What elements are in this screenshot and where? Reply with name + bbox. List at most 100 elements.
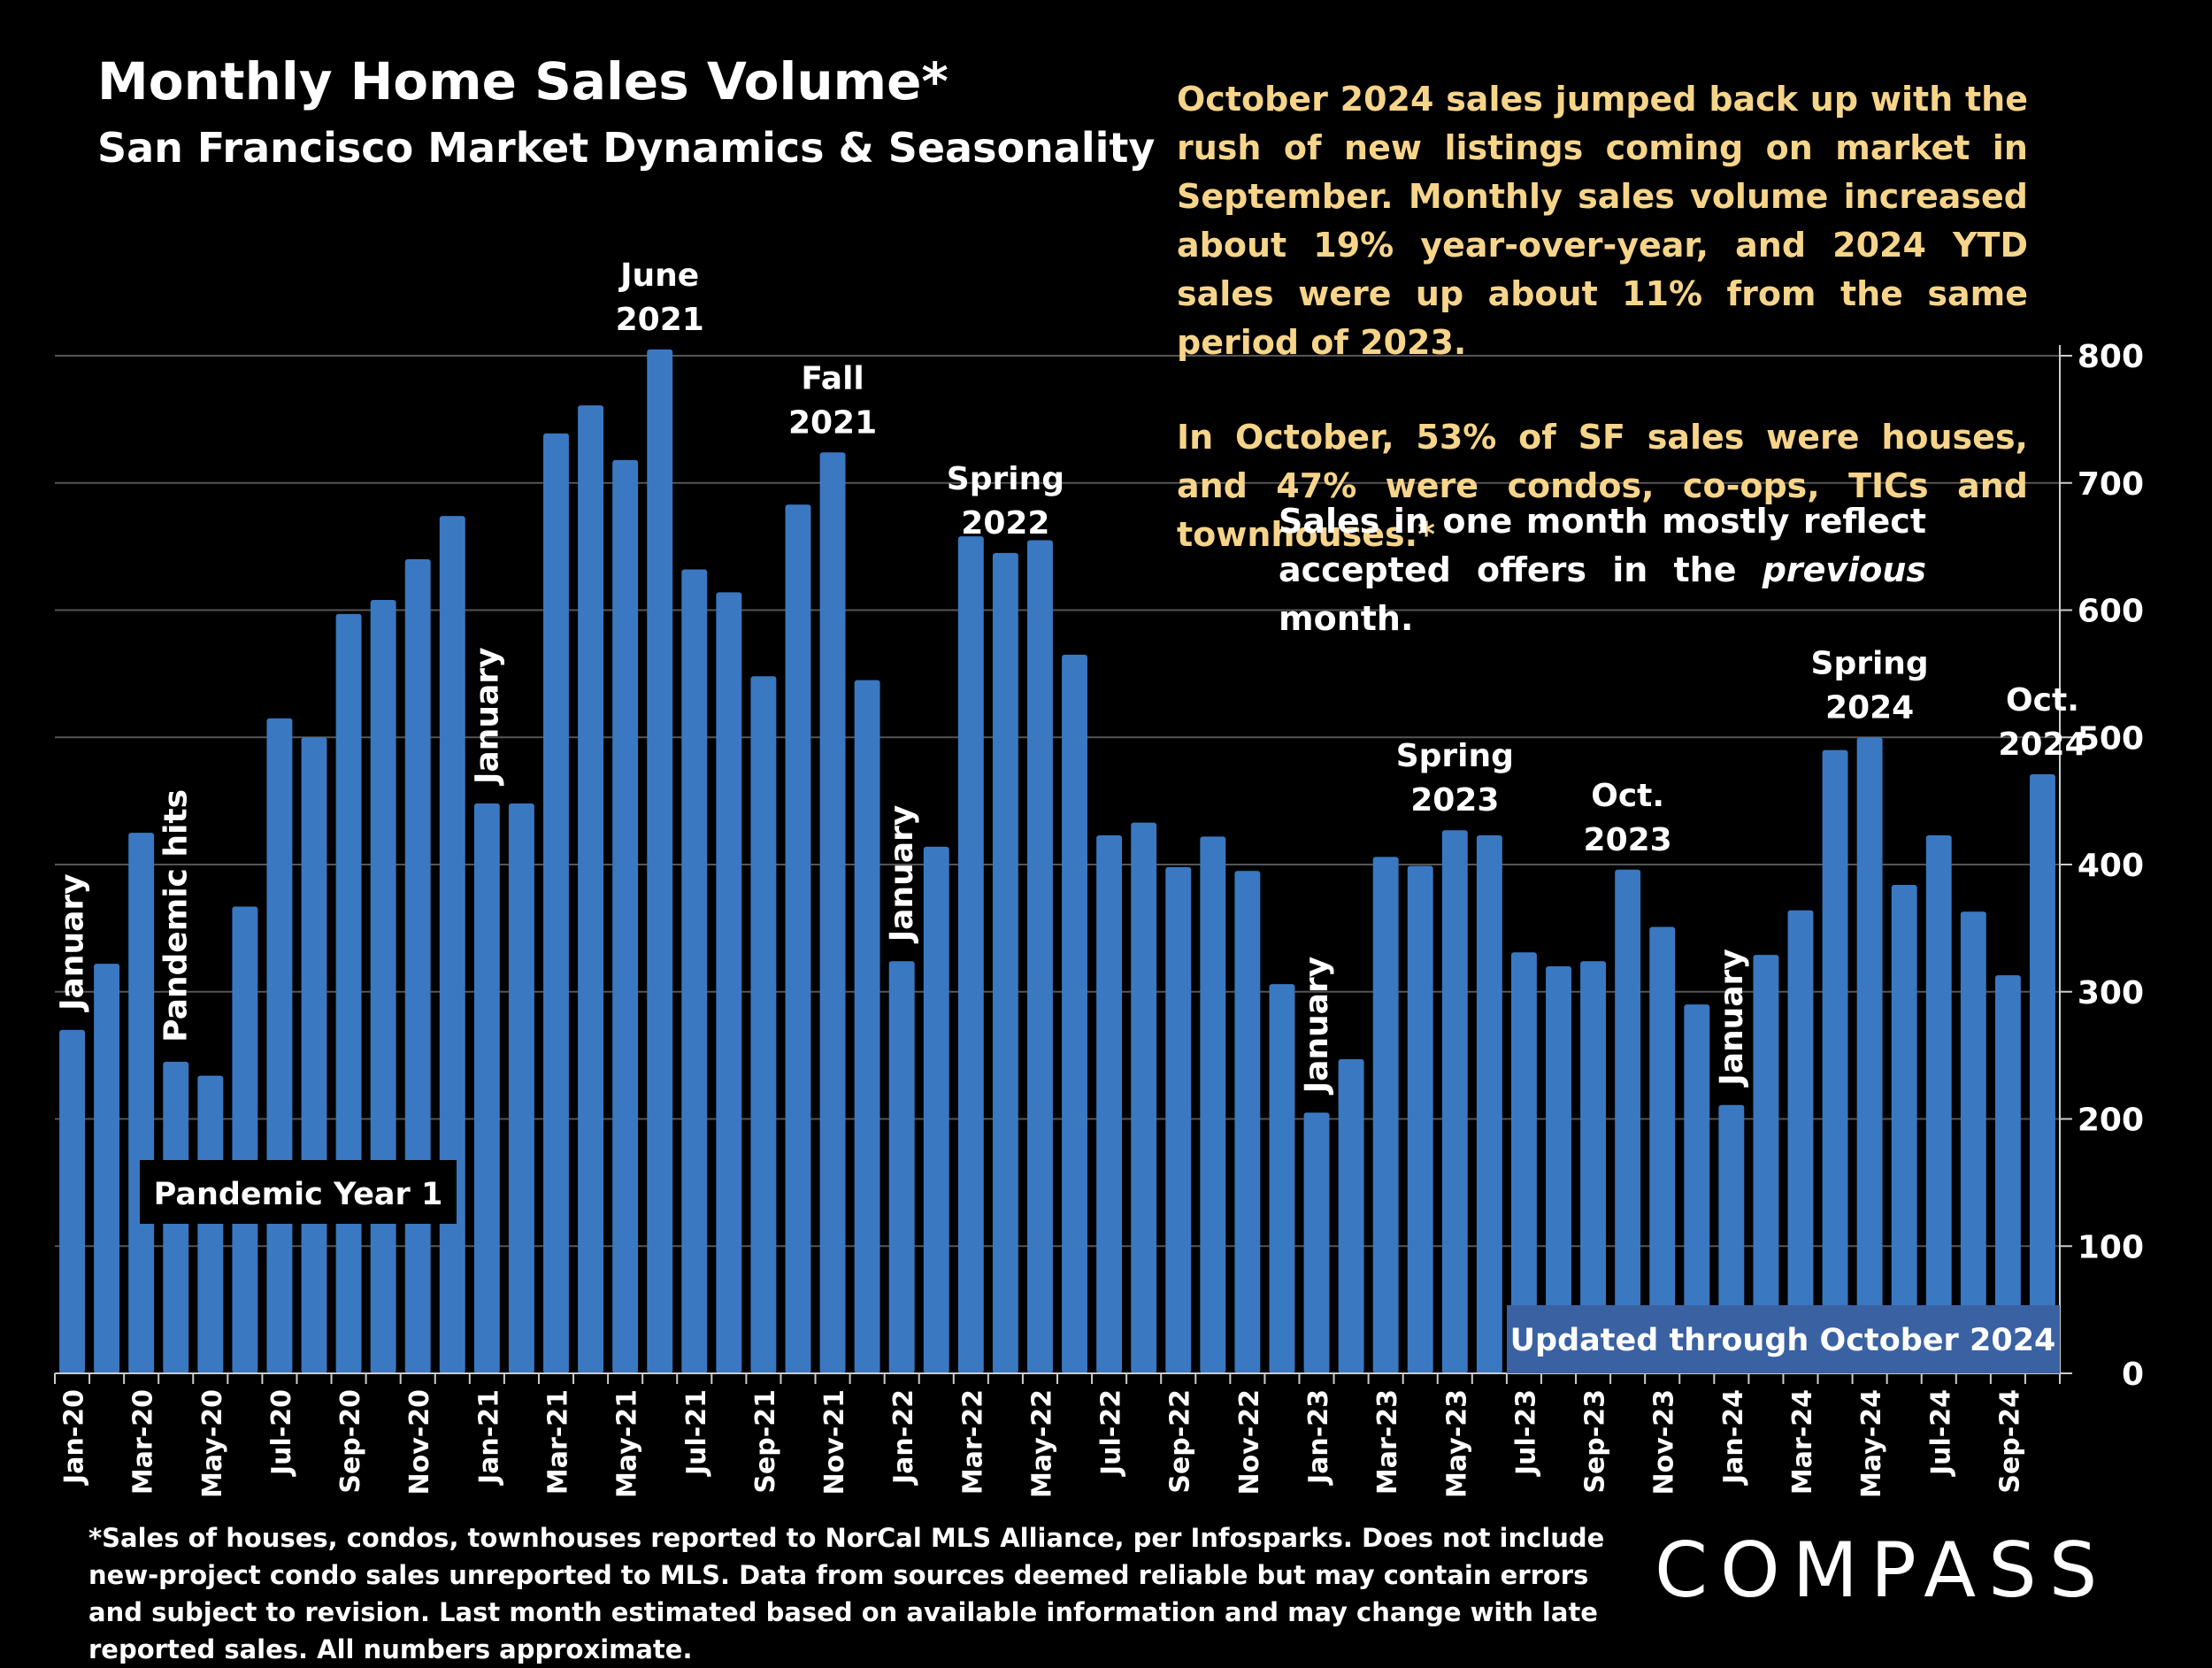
bar (439, 516, 465, 1373)
x-tick-label: May-23 (1441, 1389, 1472, 1498)
x-tick-label: May-20 (197, 1389, 228, 1498)
x-tick-label: Mar-23 (1372, 1389, 1403, 1495)
bar (1096, 834, 1123, 1373)
x-tick-label: Sep-22 (1165, 1389, 1196, 1494)
annotation-label: 2023 (1584, 822, 1672, 858)
bar (1269, 984, 1295, 1373)
annotation-label: 2022 (961, 505, 1049, 542)
annotations: January Pandemic hits January June 2021 Fall 2… (55, 258, 2087, 1096)
bar (1338, 1058, 1364, 1373)
x-tick-label: May-21 (612, 1389, 643, 1498)
bar (1546, 966, 1571, 1373)
bar (543, 433, 569, 1373)
x-tick-label: Nov-22 (1234, 1389, 1265, 1495)
bar (508, 803, 534, 1373)
bar (232, 906, 258, 1373)
bar (1822, 749, 1848, 1373)
bar (1753, 955, 1779, 1373)
annotation-label: January (884, 805, 920, 944)
x-tick-label: Sep-20 (335, 1389, 366, 1494)
bar (1684, 1004, 1710, 1373)
x-tick-label: Jan-23 (1303, 1389, 1334, 1486)
annotation-label: 2024 (1998, 726, 2086, 763)
annotation-label: January (1299, 957, 1335, 1095)
bar (1476, 834, 1502, 1373)
annotation-label: 2021 (616, 302, 704, 338)
bar (1027, 540, 1053, 1373)
bar (1649, 926, 1676, 1373)
commentary-paragraph-2: In October, 53% of SF sales were houses,… (1177, 418, 2028, 554)
bar (1580, 961, 1607, 1373)
x-tick-label: Mar-21 (543, 1389, 574, 1495)
bar (992, 552, 1018, 1373)
x-tick-label: Jul-23 (1510, 1389, 1541, 1477)
label-boxes: Pandemic Year 1 Updated through October 2… (140, 1160, 2060, 1373)
bar (59, 1029, 85, 1373)
x-tick-label: Nov-21 (819, 1389, 850, 1495)
bar (923, 846, 949, 1373)
x-tick-label: Jan-22 (888, 1389, 919, 1486)
bar (785, 504, 811, 1373)
bar (1441, 830, 1468, 1373)
commentary: October 2024 sales jumped back up with t… (1177, 75, 2028, 605)
x-tick-label: Jul-22 (1096, 1389, 1127, 1477)
bar (1062, 654, 1087, 1373)
bar (1407, 865, 1433, 1373)
y-tick-label: 600 (2078, 594, 2144, 630)
y-tick-label: 400 (2078, 848, 2144, 884)
annotation-label: Spring (947, 461, 1064, 497)
bar (854, 680, 880, 1373)
updated-through-box (1507, 1305, 2060, 1373)
y-tick-label: 700 (2078, 466, 2144, 503)
bar (1615, 869, 1641, 1373)
bar (128, 833, 155, 1373)
bar (888, 961, 915, 1373)
y-tick-label: 300 (2078, 975, 2144, 1011)
x-tick-label: Mar-22 (957, 1389, 988, 1495)
bar (819, 452, 846, 1373)
y-tick-label: 100 (2078, 1229, 2144, 1265)
bar (612, 459, 639, 1373)
bar (1960, 911, 1986, 1373)
x-tick-label: Nov-23 (1649, 1389, 1680, 1495)
annotation-label: 2023 (1410, 782, 1499, 819)
bar (1856, 737, 1883, 1373)
x-tick-label: Jul-20 (266, 1389, 297, 1477)
bar (335, 613, 362, 1373)
bar (301, 737, 327, 1373)
commentary-paragraph-1: October 2024 sales jumped back up with t… (1177, 80, 2028, 362)
bar (681, 569, 708, 1373)
annotation-label: June (618, 258, 699, 294)
y-tick-label: 200 (2078, 1103, 2144, 1139)
bar (197, 1075, 224, 1373)
annotation-label: January (469, 648, 505, 787)
x-tick-label: Jul-24 (1925, 1389, 1956, 1477)
updated-through-label: Updated through October 2024 (1510, 1323, 2056, 1358)
bar (578, 405, 604, 1373)
note-text-after: month. (1279, 599, 1414, 638)
annotation-label: 2021 (788, 404, 877, 441)
x-tick-label: Jan-24 (1718, 1389, 1749, 1486)
x-tick-label: Jul-21 (681, 1389, 712, 1477)
bar (1372, 857, 1399, 1373)
pandemic-year-box (140, 1160, 457, 1224)
chart-title: Monthly Home Sales Volume* (97, 51, 949, 111)
bar (1891, 885, 1917, 1373)
footnote: *Sales of houses, condos, townhouses rep… (88, 1523, 1605, 1664)
x-tick-label: Mar-24 (1787, 1389, 1818, 1495)
sales-note: Sales in one month mostly reflect accept… (1279, 497, 1926, 643)
bar (1165, 866, 1192, 1373)
compass-logo: COMPASS (1655, 1526, 2110, 1615)
note-emphasis: previous (1762, 550, 1926, 589)
bar (716, 592, 742, 1373)
bar (1787, 910, 1814, 1373)
annotation-label: Oct. (1591, 778, 1664, 814)
bar (957, 536, 984, 1373)
y-tick-label: 500 (2078, 720, 2144, 757)
bar (1925, 834, 1952, 1373)
bar (750, 676, 777, 1373)
x-tick-label: Nov-20 (404, 1389, 435, 1495)
bar (266, 718, 293, 1373)
bar (1234, 871, 1261, 1373)
